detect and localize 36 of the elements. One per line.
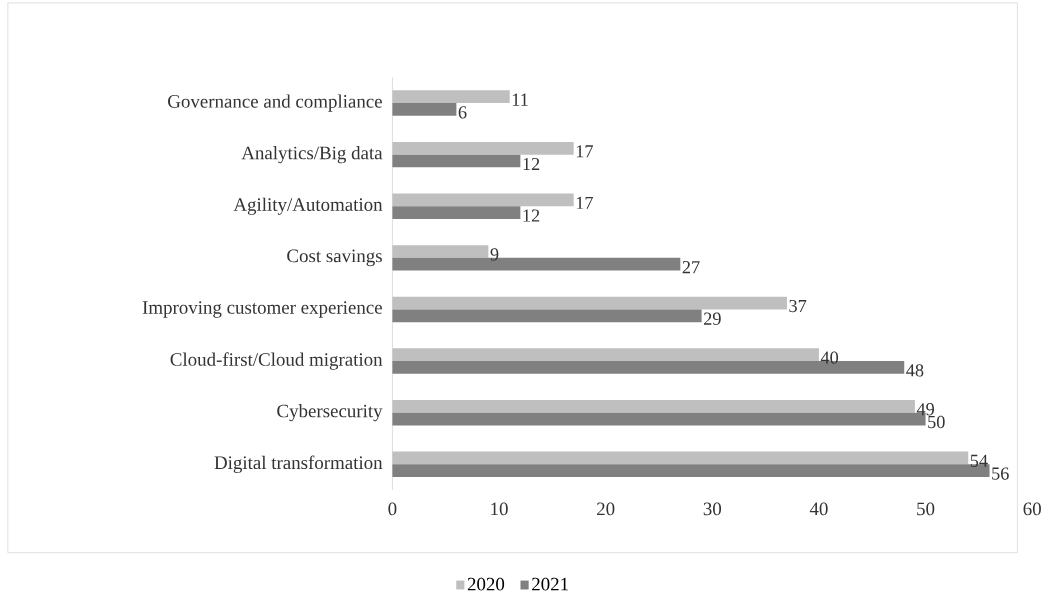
data-label: 37 xyxy=(789,300,807,313)
data-label: 12 xyxy=(523,209,540,222)
data-label: 50 xyxy=(928,416,945,429)
x-tick-label: 20 xyxy=(597,502,615,516)
x-tick-label: 60 xyxy=(1023,502,1041,516)
y-tick-label: Cost savings xyxy=(287,249,382,267)
y-tick-label: Governance and compliance xyxy=(168,94,382,112)
data-label: 17 xyxy=(576,197,593,210)
data-label: 9 xyxy=(490,248,499,261)
data-label: 54 xyxy=(970,454,988,468)
y-tick-label: Cybersecurity xyxy=(277,404,383,422)
data-label: 12 xyxy=(523,158,540,171)
x-tick-label: 30 xyxy=(703,502,722,516)
data-label: 11 xyxy=(512,93,528,106)
x-tick-label: 50 xyxy=(917,502,935,516)
x-tick-label: 40 xyxy=(809,502,828,516)
bar xyxy=(392,206,521,220)
legend-label: 2021 xyxy=(532,578,568,591)
data-label: 17 xyxy=(576,145,593,158)
bar xyxy=(392,309,702,323)
y-tick-label: Cloud-first/Cloud migration xyxy=(170,352,383,371)
data-label: 6 xyxy=(458,106,467,119)
y-tick-label: Improving customer experience xyxy=(142,301,382,319)
bar xyxy=(392,154,521,168)
y-tick-label: Analytics/Big data xyxy=(241,146,383,164)
legend-label: 2020 xyxy=(467,578,505,591)
data-label: 48 xyxy=(906,364,924,377)
y-tick-label: Agility/Automation xyxy=(233,197,383,216)
bar xyxy=(392,103,457,117)
data-label: 27 xyxy=(682,261,700,274)
data-label: 56 xyxy=(992,467,1009,480)
data-label: 49 xyxy=(916,403,934,416)
y-tick-label: Digital transformation xyxy=(214,455,383,474)
data-label: 29 xyxy=(704,312,721,326)
x-tick-label: 10 xyxy=(491,502,508,516)
x-tick-label: 0 xyxy=(388,502,397,516)
